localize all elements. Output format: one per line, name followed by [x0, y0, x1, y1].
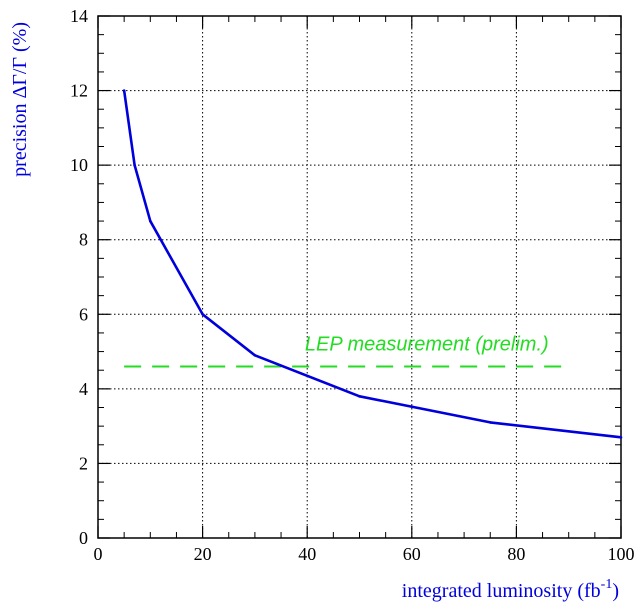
- curve-point: [253, 354, 257, 357]
- curve-point: [201, 312, 204, 316]
- x-tick-label: 40: [298, 544, 316, 564]
- y-tick-label: 10: [70, 155, 88, 175]
- y-tick-label: 14: [70, 6, 88, 26]
- precision-curve: [122, 90, 622, 439]
- curve-points: [122, 89, 623, 439]
- curve-point: [358, 395, 361, 398]
- x-tick-label: 80: [507, 544, 525, 564]
- curve-point: [488, 421, 492, 424]
- curve-point: [133, 163, 136, 167]
- y-tick-labels: 0 2 4 6 8 10 12 14: [70, 6, 88, 548]
- grid-lines: [98, 16, 621, 538]
- y-tick-label: 0: [79, 528, 88, 548]
- x-axis-title-main: integrated luminosity (fb: [402, 580, 601, 602]
- y-tick-label: 4: [79, 379, 88, 399]
- x-tick-label: 0: [94, 544, 103, 564]
- x-tick-label: 60: [403, 544, 421, 564]
- x-axis-title: integrated luminosity (fb-1): [402, 577, 619, 602]
- y-tick-label: 6: [79, 304, 88, 324]
- curve-point: [619, 436, 623, 439]
- plot-frame: [97, 15, 622, 539]
- y-tick-label: 8: [79, 230, 88, 250]
- x-tick-labels: 0 20 40 60 80 100: [94, 544, 635, 564]
- x-axis-title-sup: -1: [601, 577, 613, 592]
- y-axis-title: precision ΔΓ/Γ (%): [9, 22, 31, 177]
- y-tick-label: 12: [70, 81, 88, 101]
- curve-point: [122, 89, 126, 92]
- x-axis-title-close: ): [612, 580, 619, 602]
- x-tick-label: 100: [608, 544, 635, 564]
- x-tick-label: 20: [194, 544, 212, 564]
- y-tick-label: 2: [79, 453, 88, 473]
- lep-reference-label: LEP measurement (prelim.): [305, 333, 549, 355]
- curve-point: [149, 219, 152, 223]
- axis-ticks: [97, 15, 622, 539]
